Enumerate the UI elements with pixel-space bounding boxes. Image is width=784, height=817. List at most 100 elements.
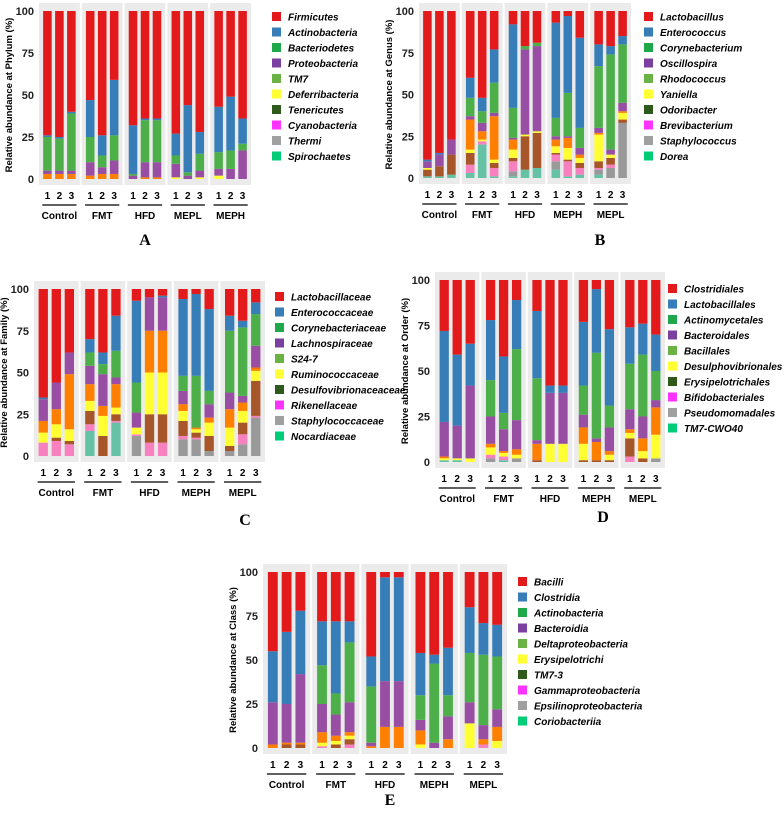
legend-label: TM7-CWO40 [684, 424, 743, 435]
bar-segment [204, 289, 214, 310]
bar-segment [131, 300, 142, 383]
legend-swatch [644, 120, 653, 130]
bar-segment [435, 166, 444, 177]
bar-segment [492, 656, 503, 710]
panel-letter: A [139, 232, 151, 249]
bar-segment [435, 152, 444, 155]
bar-segment [43, 135, 52, 137]
bar-segment [152, 177, 162, 179]
bar-segment [532, 11, 542, 43]
legend-label: Ruminococcaceae [291, 370, 379, 381]
panel-letter: C [239, 512, 251, 529]
sample-label: 1 [534, 474, 540, 485]
bar-segment [477, 131, 487, 140]
bar-segment [55, 173, 64, 179]
bar-segment [131, 434, 142, 436]
bar-segment [520, 49, 530, 135]
legend-label: TM7-3 [534, 671, 563, 682]
group-label: HFD [375, 780, 396, 791]
bar-segment [477, 139, 487, 142]
legend-label: Spirochaetes [288, 152, 351, 163]
bar-segment [85, 339, 95, 353]
legend-swatch [275, 338, 284, 348]
panel-letter: E [385, 792, 396, 809]
legend-swatch [668, 330, 677, 340]
legend-swatch [275, 292, 284, 301]
legend-label: Epsilinoproteobacteria [534, 702, 643, 713]
legend-swatch [272, 89, 281, 99]
bar-segment [532, 280, 542, 311]
y-tick-label: 75 [246, 611, 258, 623]
bar-segment [317, 665, 327, 704]
bar-segment [366, 656, 377, 687]
bar-segment [330, 735, 341, 741]
bar-segment [452, 354, 462, 426]
y-tick-label: 0 [23, 451, 29, 463]
bar-segment [464, 652, 475, 703]
bar-segment [238, 289, 248, 321]
bar-segment [140, 162, 150, 178]
bar-segment [606, 54, 615, 150]
bar-segment [551, 161, 561, 170]
bar-segment [98, 374, 108, 406]
bar-segment [157, 295, 168, 298]
bar-segment [551, 11, 561, 23]
bar-segment [281, 744, 292, 748]
y-axis-label: Relative abundance at Family (%) [0, 297, 10, 447]
bar-segment [152, 118, 162, 121]
bar-segment [171, 155, 181, 164]
sample-label: 2 [240, 468, 246, 479]
bar-segment [51, 440, 61, 456]
bar-segment [651, 407, 661, 435]
y-tick-label: 50 [17, 368, 29, 380]
bar-segment [140, 11, 150, 119]
bar-segment [238, 143, 247, 151]
sample-label: 1 [488, 474, 494, 485]
bar-segment [226, 96, 235, 151]
bar-segment [465, 164, 475, 173]
legend-swatch [518, 639, 527, 648]
bar-segment [144, 372, 155, 415]
chart-panel-b: Relative abundance at Genus (%) 0 25 50 75 10… [384, 3, 742, 249]
legend-swatch [668, 408, 677, 417]
sample-label: 1 [270, 760, 276, 771]
bar-segment [97, 135, 107, 156]
bar-segment [423, 169, 432, 177]
bar-segment [214, 168, 223, 176]
sample-label: 3 [607, 474, 613, 485]
bar-segment [478, 654, 489, 726]
bar-segment [317, 746, 327, 748]
legend-label: Desulphovibrionales [684, 362, 783, 373]
legend-swatch [644, 151, 653, 161]
legend-label: Actinobacteria [533, 609, 604, 620]
bar-segment [498, 356, 509, 413]
bar-segment [618, 36, 627, 45]
bar-segment [85, 352, 95, 366]
bar-segment [464, 702, 475, 724]
legend-label: Bacteroidia [534, 624, 589, 635]
bar-segment [238, 402, 248, 411]
bar-segment [606, 149, 615, 155]
bar-segment [51, 437, 61, 441]
legend-swatch [272, 58, 281, 68]
bar-segment [98, 415, 108, 436]
bar-segment [380, 577, 390, 682]
bar-segment [238, 320, 248, 328]
bar-segment [464, 607, 475, 653]
legend-label: Bacteroidales [684, 331, 750, 342]
bar-segment [591, 352, 602, 439]
sample-label: 1 [319, 760, 325, 771]
group-label: HFD [515, 210, 536, 221]
bar-segment [238, 118, 247, 144]
bar-segment [171, 11, 181, 134]
bar-segment [51, 409, 61, 425]
bar-segment [498, 456, 509, 461]
bar-segment [423, 167, 432, 170]
bar-segment [604, 460, 615, 462]
bar-segment [111, 420, 121, 423]
sample-label: 3 [69, 191, 75, 202]
legend-swatch [275, 431, 284, 441]
legend-label: Lachnospiraceae [291, 339, 373, 350]
bar-segment [251, 370, 261, 381]
bar-segment [578, 427, 589, 444]
